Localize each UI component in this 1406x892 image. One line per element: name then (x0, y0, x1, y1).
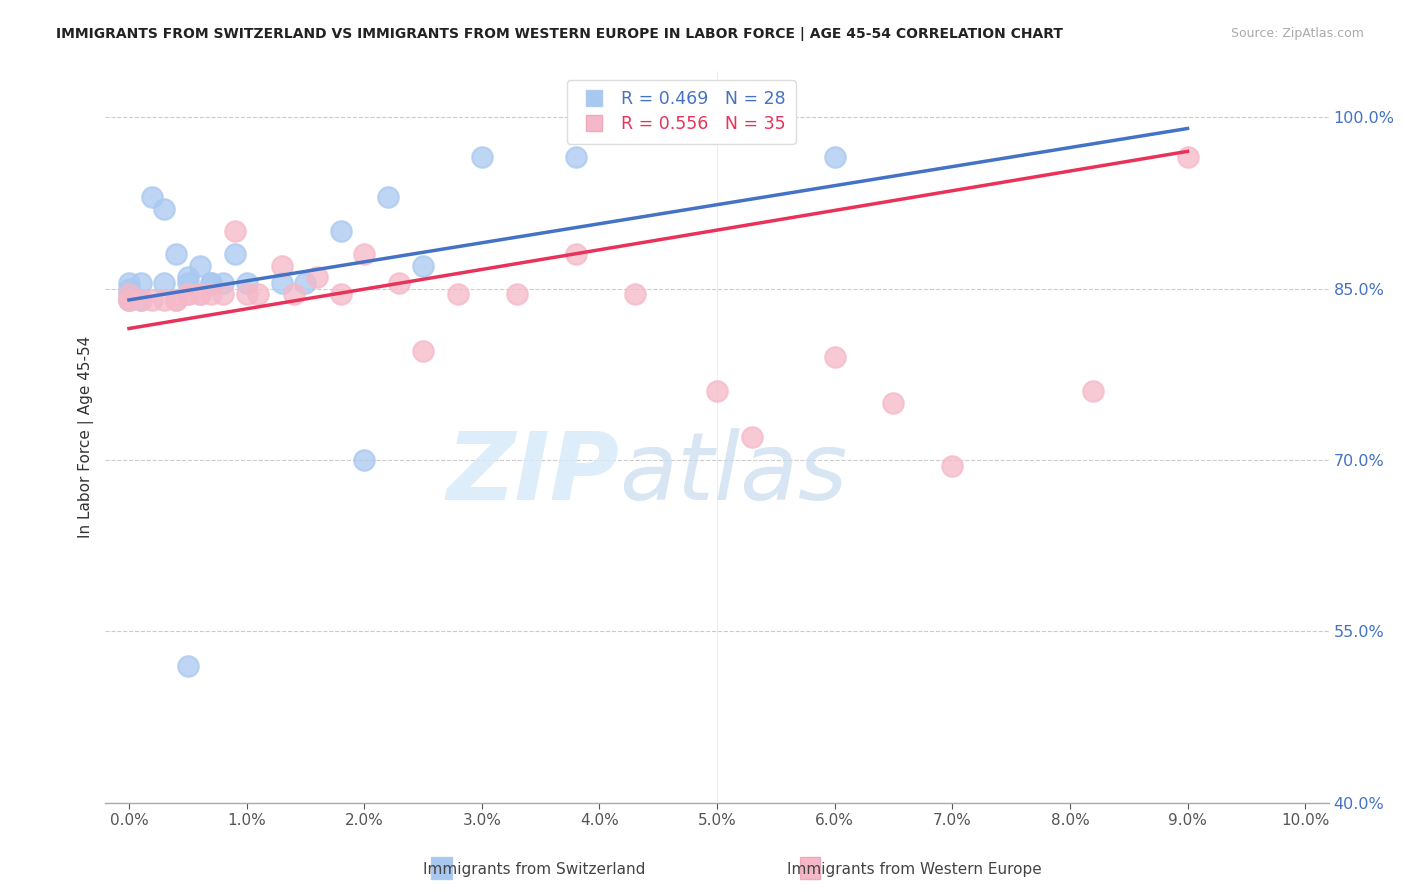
Point (247, 287, 270, 301)
Point (188, 287, 211, 301)
Bar (800, 857, 820, 879)
Point (177, 276, 200, 290)
Point (118, 293, 141, 307)
Point (412, 259, 434, 273)
Point (824, 350, 846, 364)
Point (506, 287, 529, 301)
Point (224, 247, 246, 261)
Point (141, 190, 163, 204)
Point (1083, 384, 1105, 399)
Point (329, 287, 352, 301)
Point (235, 276, 257, 290)
Point (200, 276, 222, 290)
Point (118, 293, 141, 307)
Point (118, 276, 141, 290)
Point (212, 276, 235, 290)
Point (353, 453, 375, 467)
Point (177, 287, 200, 301)
Point (177, 270, 200, 285)
Point (165, 293, 187, 307)
Legend: R = 0.469   N = 28, R = 0.556   N = 35: R = 0.469 N = 28, R = 0.556 N = 35 (567, 80, 796, 144)
Point (177, 287, 200, 301)
Bar (432, 857, 451, 879)
Point (270, 259, 292, 273)
Point (882, 396, 904, 410)
Text: Immigrants from Switzerland: Immigrants from Switzerland (423, 863, 645, 877)
Point (824, 150, 846, 164)
Point (212, 287, 235, 301)
Point (565, 247, 588, 261)
Point (224, 224, 246, 238)
Text: Source: ZipAtlas.com: Source: ZipAtlas.com (1230, 27, 1364, 40)
Point (153, 202, 176, 216)
Point (177, 658, 200, 673)
Point (118, 293, 141, 307)
Point (129, 293, 152, 307)
Point (188, 259, 211, 273)
Point (377, 190, 399, 204)
Point (1177, 150, 1199, 164)
Point (412, 344, 434, 359)
Point (165, 247, 187, 261)
Point (129, 276, 152, 290)
Point (118, 287, 141, 301)
Point (294, 276, 316, 290)
Point (200, 287, 222, 301)
Point (153, 293, 176, 307)
Point (165, 293, 187, 307)
Point (141, 293, 163, 307)
Point (706, 384, 728, 399)
Point (270, 276, 292, 290)
Point (741, 430, 763, 444)
Text: IMMIGRANTS FROM SWITZERLAND VS IMMIGRANTS FROM WESTERN EUROPE IN LABOR FORCE | A: IMMIGRANTS FROM SWITZERLAND VS IMMIGRANT… (56, 27, 1063, 41)
Point (353, 247, 375, 261)
Point (153, 276, 176, 290)
Point (283, 287, 305, 301)
Point (307, 270, 329, 285)
Point (471, 150, 494, 164)
Point (388, 276, 411, 290)
Point (129, 293, 152, 307)
Point (188, 287, 211, 301)
Point (118, 287, 141, 301)
Point (329, 224, 352, 238)
Point (118, 281, 141, 295)
Point (200, 276, 222, 290)
Point (941, 458, 963, 473)
Point (623, 287, 645, 301)
Text: ZIP: ZIP (446, 427, 619, 520)
Point (565, 150, 588, 164)
Point (447, 287, 470, 301)
Point (235, 287, 257, 301)
Y-axis label: In Labor Force | Age 45-54: In Labor Force | Age 45-54 (79, 336, 94, 538)
Text: atlas: atlas (619, 428, 848, 519)
Text: Immigrants from Western Europe: Immigrants from Western Europe (786, 863, 1042, 877)
